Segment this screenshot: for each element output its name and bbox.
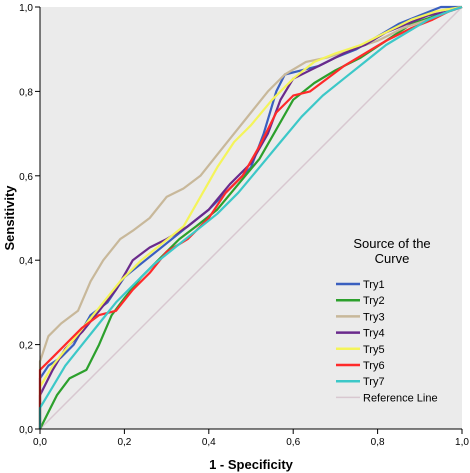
- x-tick-label: 0,4: [202, 437, 216, 448]
- x-axis-title: 1 - Specificity: [209, 457, 294, 472]
- series-lines: [38, 5, 463, 430]
- y-tick-label: 0,6: [19, 172, 33, 183]
- legend-label-reference-line: Reference Line: [363, 392, 438, 404]
- y-tick-label: 0,2: [19, 341, 33, 352]
- series-line-try7: [38, 5, 463, 429]
- series-line-try6: [38, 5, 463, 429]
- axes: [39, 7, 462, 430]
- series-line-reference-line: [39, 6, 463, 430]
- y-tick-label: 0,8: [19, 87, 33, 98]
- legend-label-try5: Try5: [363, 344, 385, 356]
- y-axis-title: Sensitivity: [2, 185, 17, 251]
- x-tick-label: 1,0: [455, 437, 469, 448]
- x-tick-label: 0,6: [286, 437, 300, 448]
- y-tick-label: 0,4: [19, 256, 33, 267]
- y-tick-label: 1,0: [19, 3, 33, 14]
- legend-label-try3: Try3: [363, 311, 385, 323]
- series-line-try3: [38, 5, 463, 429]
- series-line-try2: [39, 5, 463, 430]
- ticks: 0,0 0,2 0,4 0,6 0,8 1,0 0,0 0,2 0,4 0,6 0,8 1,0: [19, 3, 469, 448]
- legend-label-try1: Try1: [363, 279, 385, 291]
- x-tick-label: 0,2: [117, 437, 131, 448]
- legend-items: Try1 Try2 Try3 Try4 Try5 Try6 Try7 Reference Li…: [336, 279, 438, 404]
- y-tick-label: 0,0: [19, 425, 33, 436]
- x-tick-label: 0,0: [33, 437, 47, 448]
- legend: Source of the Curve Try1 Try2 Try3 Try4 Try5…: [336, 236, 438, 404]
- x-tick-label: 0,8: [371, 437, 385, 448]
- legend-title-line-2: Curve: [375, 251, 410, 266]
- legend-label-try2: Try2: [363, 295, 385, 307]
- legend-label-try6: Try6: [363, 360, 385, 372]
- legend-label-try7: Try7: [363, 376, 385, 388]
- legend-title-line-1: Source of the: [353, 236, 430, 251]
- legend-label-try4: Try4: [363, 328, 385, 340]
